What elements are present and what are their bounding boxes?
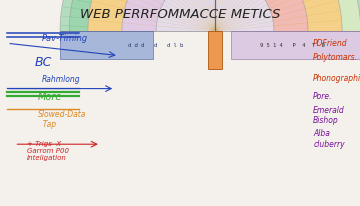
Text: 9 5 1 4   P  4  T  D: 9 5 1 4 P 4 T D — [260, 42, 325, 48]
Bar — [230, 31, 360, 59]
Text: WEB PERRFOMMACCE METICS: WEB PERRFOMMACCE METICS — [80, 8, 280, 21]
Bar — [60, 31, 153, 59]
Polygon shape — [60, 0, 360, 31]
Text: d d d   d   d l b: d d d d d l b — [129, 42, 184, 48]
Text: Phonographics: Phonographics — [313, 74, 360, 83]
Polygon shape — [260, 0, 308, 31]
Text: Rahmlong: Rahmlong — [41, 75, 80, 84]
Text: Pav-Timing: Pav-Timing — [41, 34, 87, 43]
Text: + Trigs  X
Garrom P00
Inteligation: + Trigs X Garrom P00 Inteligation — [27, 141, 69, 162]
Text: BC: BC — [34, 56, 51, 69]
Polygon shape — [288, 0, 360, 31]
Text: Slowed-Data
  Tap: Slowed-Data Tap — [38, 110, 86, 129]
Text: Emerald
Bishop: Emerald Bishop — [313, 106, 345, 125]
Polygon shape — [69, 0, 298, 31]
Text: Polytomars.: Polytomars. — [313, 53, 358, 62]
Text: More: More — [38, 92, 62, 102]
Text: Alba
cluberry: Alba cluberry — [313, 129, 345, 149]
Polygon shape — [88, 0, 342, 31]
Text: Pore.: Pore. — [313, 92, 333, 101]
Text: PDFriend: PDFriend — [313, 39, 348, 48]
Polygon shape — [156, 0, 274, 31]
Bar — [208, 31, 222, 69]
Polygon shape — [122, 0, 286, 31]
